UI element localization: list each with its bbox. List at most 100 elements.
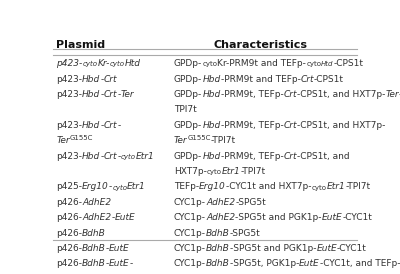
Text: AdhE2: AdhE2 (206, 213, 235, 222)
Text: Crt: Crt (300, 75, 314, 84)
Text: Kr-PRM9t and TEFp-: Kr-PRM9t and TEFp- (217, 59, 306, 68)
Text: Crt: Crt (104, 90, 117, 99)
Text: -SPG5t: -SPG5t (235, 198, 266, 207)
Text: AdhE2: AdhE2 (82, 198, 111, 207)
Text: EutE: EutE (114, 213, 135, 222)
Text: -: - (100, 90, 104, 99)
Text: EutE: EutE (316, 244, 337, 253)
Text: p423-: p423- (56, 75, 82, 84)
Text: Etr1: Etr1 (127, 182, 146, 192)
Text: Htd: Htd (321, 61, 334, 67)
Text: -CPS1t, and: -CPS1t, and (297, 152, 349, 161)
Text: -CPS1t, and HXT7p-: -CPS1t, and HXT7p- (297, 121, 385, 130)
Text: Etr1: Etr1 (222, 167, 241, 176)
Text: p426-: p426- (56, 229, 82, 238)
Text: -CPS1t: -CPS1t (314, 75, 344, 84)
Text: Ter: Ter (120, 90, 134, 99)
Text: -SPG5t and PGK1p-: -SPG5t and PGK1p- (235, 213, 322, 222)
Text: -: - (106, 259, 109, 269)
Text: -: - (109, 182, 112, 192)
Text: Etr1: Etr1 (326, 182, 345, 192)
Text: Htd: Htd (125, 59, 141, 68)
Text: GPDp-: GPDp- (174, 152, 202, 161)
Text: -CPS1t: -CPS1t (334, 59, 364, 68)
Text: EutE: EutE (322, 213, 342, 222)
Text: Hbd: Hbd (82, 152, 100, 161)
Text: Ter: Ter (174, 136, 188, 145)
Text: -CPS1t, and HXT7p-: -CPS1t, and HXT7p- (297, 90, 385, 99)
Text: cyto: cyto (110, 61, 125, 67)
Text: -CYC1t: -CYC1t (342, 213, 372, 222)
Text: -: - (100, 152, 104, 161)
Text: BdhB: BdhB (82, 229, 106, 238)
Text: Crt: Crt (104, 121, 117, 130)
Text: -: - (130, 259, 133, 269)
Text: p426-: p426- (56, 244, 82, 253)
Text: -: - (117, 90, 120, 99)
Text: CYC1p-: CYC1p- (174, 198, 206, 207)
Text: AdhE2: AdhE2 (82, 213, 111, 222)
Text: cyto: cyto (120, 154, 136, 160)
Text: CYC1p-: CYC1p- (174, 244, 206, 253)
Text: -TPI7t: -TPI7t (241, 167, 266, 176)
Text: Crt: Crt (283, 121, 297, 130)
Text: BdhB: BdhB (206, 244, 230, 253)
Text: p423-: p423- (56, 152, 82, 161)
Text: TPI7t: TPI7t (174, 105, 197, 115)
Text: Crt: Crt (104, 75, 117, 84)
Text: Hbd: Hbd (82, 121, 100, 130)
Text: Crt: Crt (283, 90, 297, 99)
Text: -: - (117, 152, 120, 161)
Text: -CYC1t: -CYC1t (337, 244, 367, 253)
Text: Characteristics: Characteristics (214, 40, 308, 50)
Text: BdhB: BdhB (206, 229, 230, 238)
Text: cyto: cyto (112, 185, 127, 191)
Text: p423-: p423- (56, 121, 82, 130)
Text: -SPG5t: -SPG5t (230, 229, 260, 238)
Text: -: - (111, 213, 114, 222)
Text: Hbd: Hbd (202, 121, 220, 130)
Text: -PRM9t, TEFp-: -PRM9t, TEFp- (220, 121, 283, 130)
Text: cyto: cyto (311, 185, 326, 191)
Text: Hbd: Hbd (82, 75, 100, 84)
Text: -TPI7t: -TPI7t (211, 136, 236, 145)
Text: p426-: p426- (56, 213, 82, 222)
Text: Hbd: Hbd (202, 152, 220, 161)
Text: -PRM9t, TEFp-: -PRM9t, TEFp- (220, 152, 283, 161)
Text: Crt: Crt (283, 152, 297, 161)
Text: AdhE2: AdhE2 (206, 198, 235, 207)
Text: BdhB: BdhB (82, 244, 106, 253)
Text: EutE: EutE (109, 259, 130, 269)
Text: Crt: Crt (104, 152, 117, 161)
Text: G155C: G155C (188, 135, 211, 141)
Text: GPDp-: GPDp- (174, 90, 202, 99)
Text: -SPG5t, PGK1p-: -SPG5t, PGK1p- (230, 259, 299, 269)
Text: G155C: G155C (70, 135, 93, 141)
Text: -PRM9t and TEFp-: -PRM9t and TEFp- (220, 75, 300, 84)
Text: Hbd: Hbd (82, 90, 100, 99)
Text: CYC1p-: CYC1p- (174, 229, 206, 238)
Text: Erg10: Erg10 (199, 182, 226, 192)
Text: TEFp-: TEFp- (174, 182, 199, 192)
Text: -CYC1t and HXT7p-: -CYC1t and HXT7p- (226, 182, 311, 192)
Text: HXT7p-: HXT7p- (174, 167, 207, 176)
Text: GPDp-: GPDp- (174, 59, 202, 68)
Text: Hbd: Hbd (202, 75, 220, 84)
Text: -PRM9t, TEFp-: -PRM9t, TEFp- (220, 90, 283, 99)
Text: cyto: cyto (207, 169, 222, 175)
Text: -: - (100, 121, 104, 130)
Text: Kr-: Kr- (98, 59, 110, 68)
Text: EutE: EutE (299, 259, 320, 269)
Text: p426-: p426- (56, 198, 82, 207)
Text: Plasmid: Plasmid (56, 40, 105, 50)
Text: cyto: cyto (202, 61, 217, 67)
Text: Ter: Ter (385, 90, 399, 99)
Text: -: - (399, 90, 400, 99)
Text: p423-: p423- (56, 59, 82, 68)
Text: p426-: p426- (56, 259, 82, 269)
Text: BdhB: BdhB (82, 259, 106, 269)
Text: Ter: Ter (56, 136, 70, 145)
Text: Hbd: Hbd (202, 90, 220, 99)
Text: -SPG5t and PGK1p-: -SPG5t and PGK1p- (230, 244, 316, 253)
Text: -: - (106, 244, 109, 253)
